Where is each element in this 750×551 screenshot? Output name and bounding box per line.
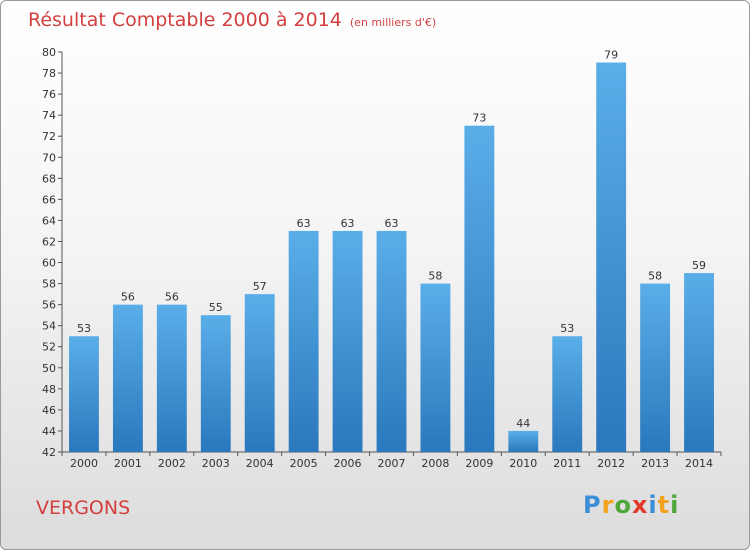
y-tick-label: 48: [42, 383, 56, 396]
y-tick-label: 62: [42, 235, 56, 248]
bar-value-label: 73: [472, 112, 486, 125]
bar-value-label: 63: [385, 217, 399, 230]
x-tick-label: 2004: [246, 457, 274, 470]
bar-2014: [684, 273, 714, 452]
bar-value-label: 63: [297, 217, 311, 230]
bar-2002: [156, 304, 187, 452]
y-tick-label: 52: [42, 341, 56, 354]
bar-2006: [332, 230, 363, 452]
y-tick-label: 50: [42, 362, 56, 375]
y-tick-label: 80: [42, 46, 56, 59]
bar-value-label: 58: [648, 270, 662, 283]
proxiti-logo: Proxiti: [583, 491, 680, 519]
bar-2011: [552, 336, 583, 452]
bar-2012: [596, 62, 627, 453]
x-tick-label: 2010: [509, 457, 537, 470]
bar-value-label: 56: [165, 291, 179, 304]
y-tick-label: 78: [42, 67, 56, 80]
bar-value-label: 44: [516, 417, 530, 430]
x-tick-label: 2005: [290, 457, 318, 470]
y-tick-label: 70: [42, 151, 56, 164]
y-tick-label: 44: [42, 425, 56, 438]
y-tick-label: 58: [42, 278, 56, 291]
chart-subtitle: (en milliers d'€): [349, 16, 437, 29]
bar-2010: [508, 430, 539, 452]
bar-2013: [640, 283, 671, 452]
x-tick-label: 2008: [421, 457, 449, 470]
y-tick-label: 68: [42, 172, 56, 185]
y-tick-label: 42: [42, 446, 56, 459]
y-tick-label: 66: [42, 193, 56, 206]
x-tick-label: 2003: [202, 457, 230, 470]
bar-2003: [200, 315, 231, 452]
bar-value-label: 63: [341, 217, 355, 230]
x-tick-label: 2011: [553, 457, 581, 470]
bar-2004: [244, 294, 275, 452]
bar-value-label: 59: [692, 259, 706, 272]
y-tick-label: 72: [42, 130, 56, 143]
x-tick-label: 2000: [70, 457, 98, 470]
x-tick-label: 2014: [685, 457, 713, 470]
bar-2007: [376, 230, 407, 452]
bar-2009: [464, 125, 495, 453]
bar-2005: [288, 230, 319, 452]
y-tick-label: 74: [42, 109, 56, 122]
y-tick-label: 56: [42, 299, 56, 312]
y-tick-label: 60: [42, 257, 56, 270]
chart-title-text: Résultat Comptable 2000 à 2014: [28, 9, 342, 31]
y-tick-label: 64: [42, 214, 56, 227]
y-tick-label: 76: [42, 88, 56, 101]
bar-value-label: 57: [253, 280, 267, 293]
x-tick-label: 2006: [334, 457, 362, 470]
bar-2008: [420, 283, 451, 452]
x-tick-label: 2002: [158, 457, 186, 470]
x-tick-label: 2009: [465, 457, 493, 470]
bar-value-label: 55: [209, 301, 223, 314]
bar-value-label: 53: [560, 322, 574, 335]
bar-2001: [112, 304, 143, 452]
x-tick-label: 2013: [641, 457, 669, 470]
bar-value-label: 56: [121, 291, 135, 304]
y-tick-label: 54: [42, 320, 56, 333]
chart-bars: 53 56 56 55 57 63 63 63 58 73 44 53 79 58 59: [69, 49, 714, 453]
x-tick-label: 2012: [597, 457, 625, 470]
bar-value-label: 53: [77, 322, 91, 335]
bar-value-label: 58: [428, 270, 442, 283]
x-tick-label: 2007: [378, 457, 406, 470]
chart-title: Résultat Comptable 2000 à 2014 (en millie…: [28, 9, 436, 31]
bar-value-label: 79: [604, 49, 618, 62]
y-tick-label: 46: [42, 404, 56, 417]
bar-2000: [69, 336, 99, 452]
x-tick-label: 2001: [114, 457, 142, 470]
commune-name: VERGONS: [36, 497, 131, 519]
